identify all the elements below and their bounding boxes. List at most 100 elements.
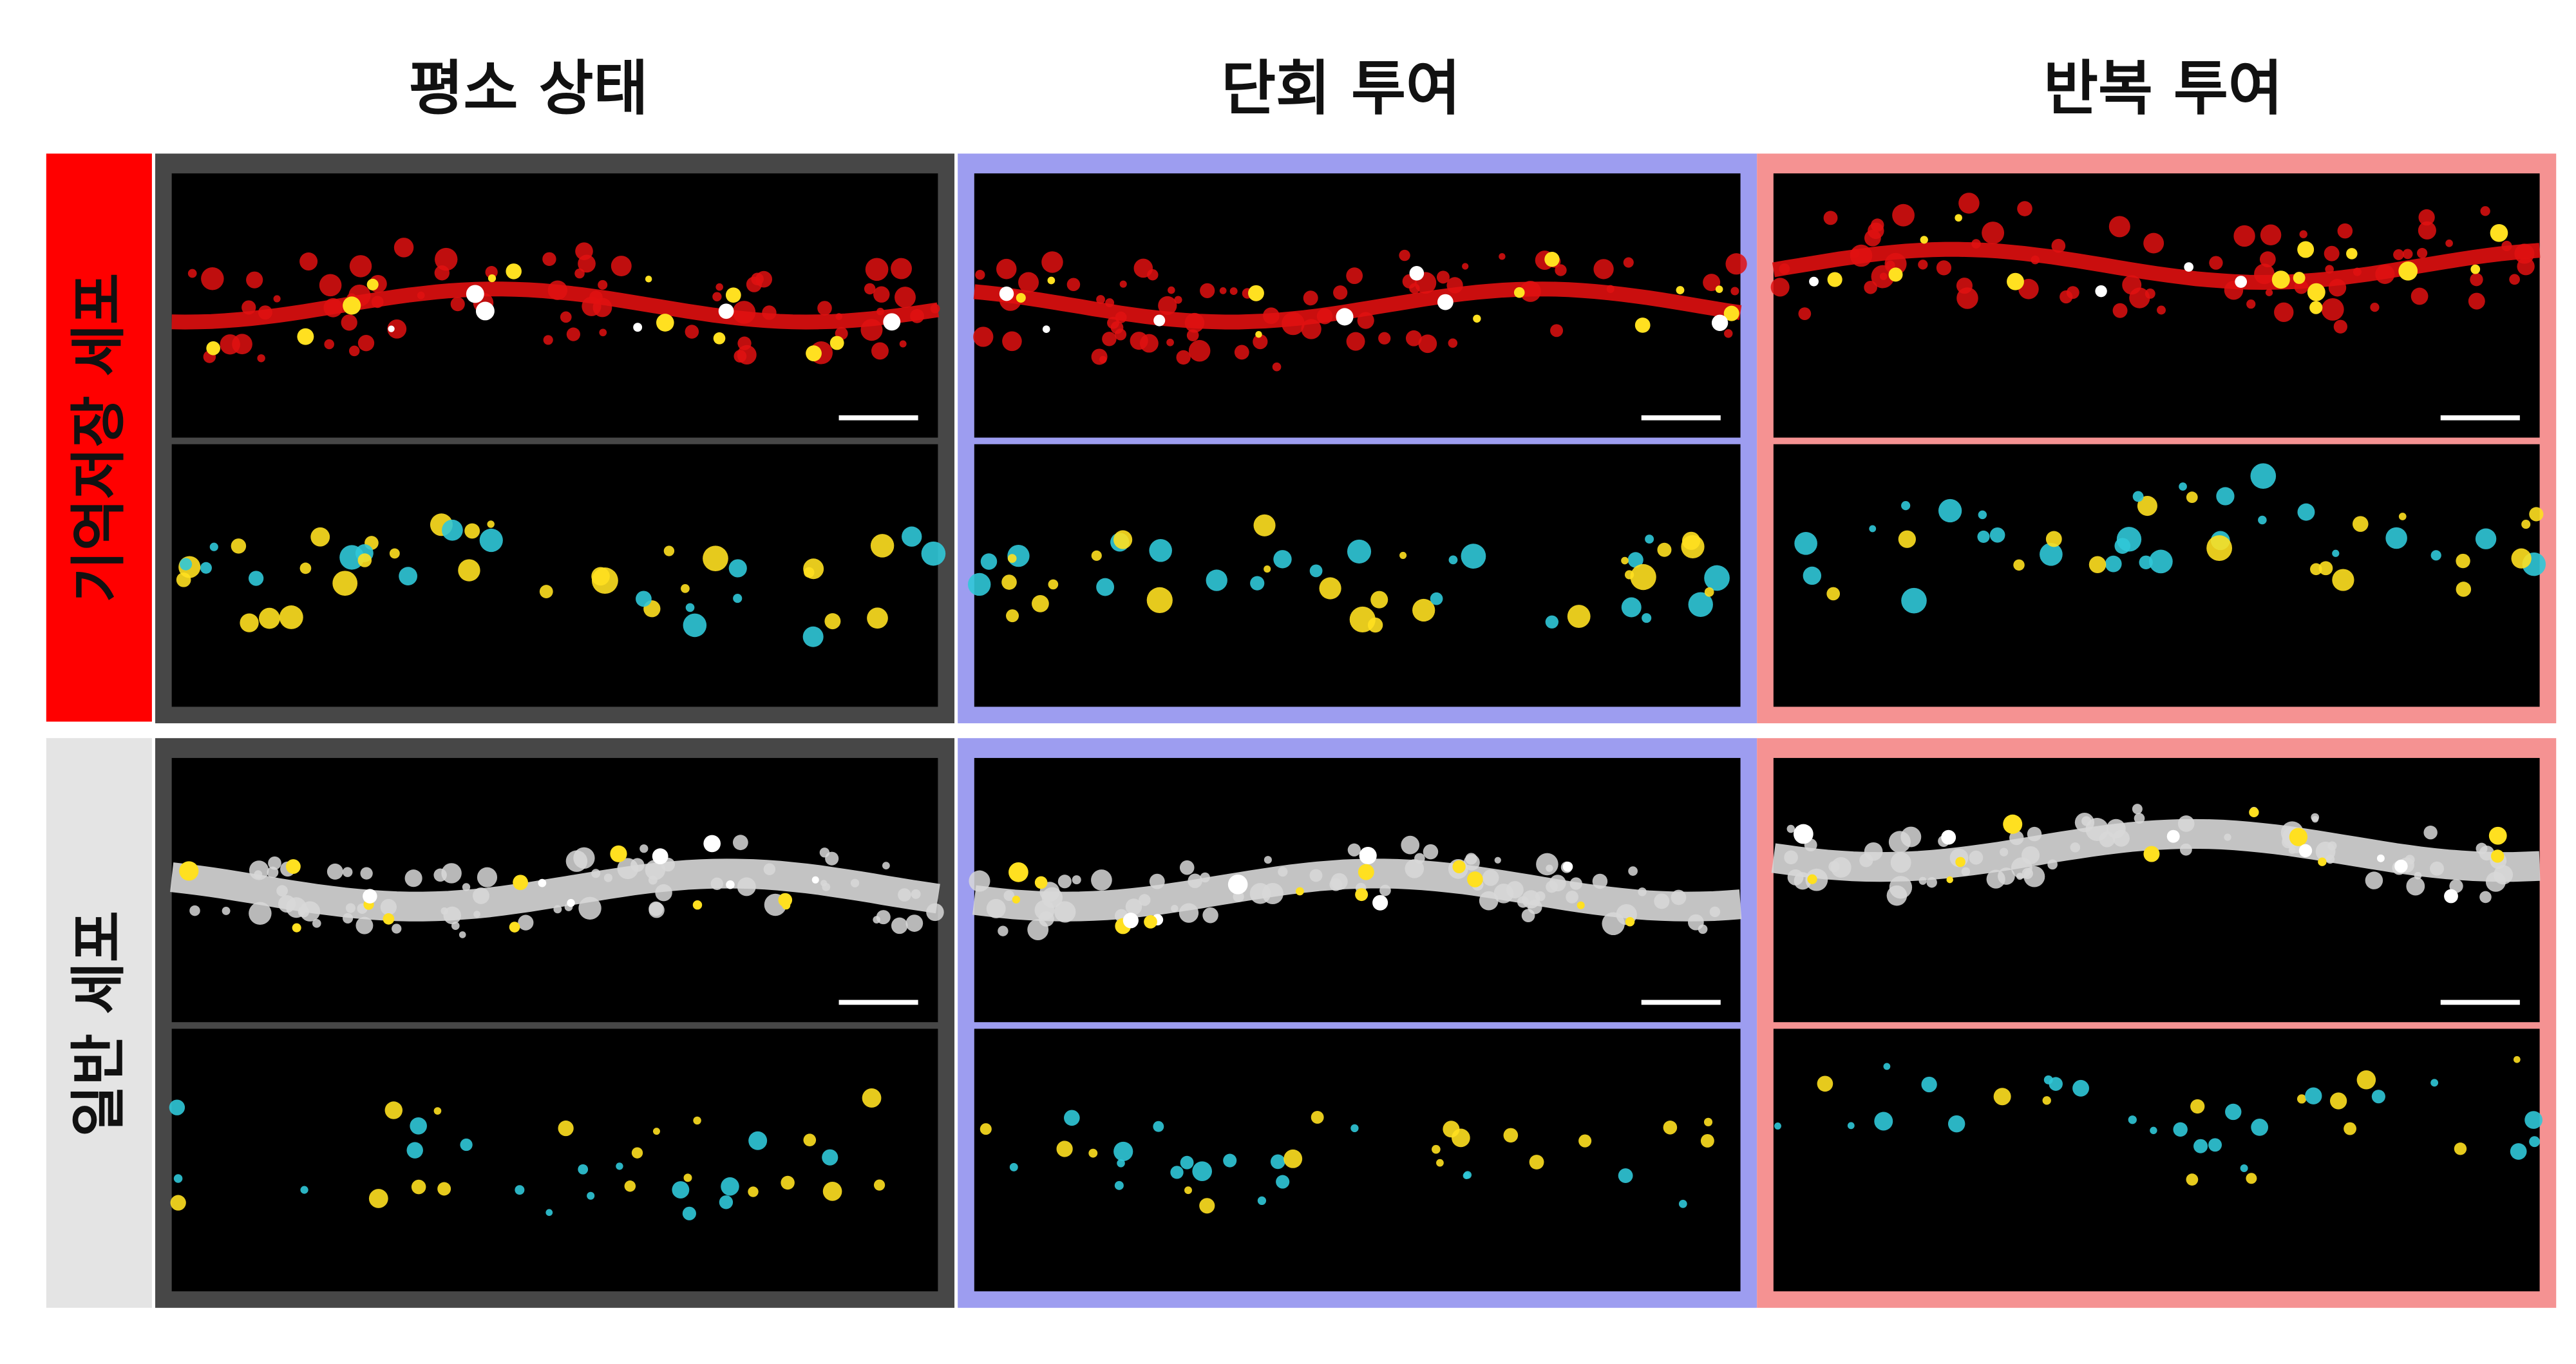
puncta bbox=[2297, 503, 2315, 521]
puncta bbox=[2394, 859, 2408, 873]
dendrite bbox=[973, 281, 1742, 330]
spine bbox=[324, 339, 334, 350]
puncta bbox=[2251, 1119, 2269, 1136]
spine bbox=[1264, 856, 1272, 864]
spine bbox=[1096, 295, 1105, 304]
column-header: 평소 상태 bbox=[409, 53, 649, 123]
spine bbox=[1418, 334, 1437, 354]
puncta bbox=[1993, 1088, 2011, 1106]
puncta bbox=[1347, 539, 1372, 564]
puncta bbox=[1827, 272, 1842, 287]
microscopy-image bbox=[974, 444, 1741, 707]
spine bbox=[1219, 287, 1227, 294]
spine bbox=[592, 298, 612, 317]
puncta bbox=[1978, 510, 1987, 520]
puncta bbox=[1350, 1124, 1359, 1133]
spine bbox=[2418, 209, 2435, 226]
spine bbox=[560, 311, 572, 323]
row-label: 기억저장 세포 bbox=[66, 273, 131, 602]
spine bbox=[1462, 263, 1469, 270]
puncta bbox=[2371, 1090, 2385, 1104]
spine bbox=[189, 905, 200, 916]
spine bbox=[1900, 826, 1922, 848]
puncta bbox=[867, 607, 888, 629]
spine bbox=[1423, 844, 1439, 860]
puncta bbox=[824, 613, 841, 630]
spine bbox=[2321, 298, 2344, 321]
puncta bbox=[2510, 1143, 2527, 1160]
spine bbox=[473, 887, 489, 904]
microscopy-image bbox=[171, 1028, 938, 1292]
puncta bbox=[1618, 1168, 1633, 1183]
spine bbox=[2209, 256, 2223, 270]
puncta bbox=[464, 523, 480, 539]
puncta bbox=[672, 1181, 690, 1198]
puncta bbox=[1688, 592, 1713, 617]
puncta bbox=[1883, 1063, 1891, 1070]
spine bbox=[1176, 350, 1191, 365]
spine bbox=[630, 858, 645, 872]
puncta bbox=[2003, 814, 2023, 834]
spine bbox=[276, 885, 288, 897]
puncta bbox=[384, 1101, 403, 1119]
puncta bbox=[1409, 266, 1425, 281]
puncta bbox=[460, 1138, 473, 1151]
spine bbox=[1066, 278, 1081, 292]
spine bbox=[1379, 884, 1391, 896]
spine bbox=[611, 256, 632, 276]
puncta bbox=[883, 313, 901, 331]
spine bbox=[1709, 906, 1721, 918]
spine bbox=[1401, 835, 1420, 855]
puncta bbox=[2049, 1077, 2063, 1091]
spine bbox=[1830, 857, 1852, 878]
spine bbox=[249, 902, 272, 925]
puncta bbox=[259, 607, 280, 629]
puncta bbox=[442, 519, 463, 541]
dendrite bbox=[972, 858, 1742, 922]
spine bbox=[273, 295, 281, 303]
puncta bbox=[2289, 828, 2308, 846]
spine bbox=[1186, 329, 1199, 341]
puncta bbox=[2297, 241, 2315, 258]
puncta bbox=[1170, 1166, 1184, 1179]
spine bbox=[2328, 279, 2347, 297]
spine bbox=[343, 913, 354, 924]
puncta bbox=[748, 1186, 759, 1197]
puncta bbox=[406, 1142, 423, 1159]
puncta bbox=[616, 1162, 623, 1170]
puncta bbox=[1621, 556, 1629, 565]
puncta bbox=[1295, 887, 1304, 896]
puncta bbox=[368, 1189, 388, 1208]
spine bbox=[1592, 873, 1608, 889]
puncta bbox=[206, 341, 220, 355]
spine bbox=[910, 308, 924, 323]
spine bbox=[2470, 272, 2483, 287]
spine bbox=[762, 305, 777, 320]
spine bbox=[1188, 873, 1202, 889]
puncta bbox=[1273, 550, 1292, 569]
puncta bbox=[748, 1131, 768, 1150]
spine bbox=[1091, 348, 1108, 365]
puncta bbox=[1467, 871, 1483, 887]
puncta bbox=[2137, 496, 2157, 516]
puncta bbox=[1117, 1159, 1125, 1168]
puncta bbox=[513, 875, 528, 891]
puncta bbox=[383, 913, 395, 925]
puncta bbox=[1206, 569, 1227, 591]
puncta bbox=[1319, 577, 1341, 600]
puncta bbox=[1803, 566, 1822, 585]
spine bbox=[2031, 255, 2040, 265]
puncta bbox=[2298, 844, 2313, 858]
spine bbox=[1956, 278, 1973, 294]
spine bbox=[2132, 804, 2143, 815]
puncta bbox=[2307, 283, 2325, 301]
spine bbox=[2099, 831, 2116, 848]
puncta bbox=[703, 545, 728, 572]
spine bbox=[547, 280, 568, 300]
spine bbox=[1546, 880, 1558, 893]
spine bbox=[477, 867, 498, 887]
puncta bbox=[285, 859, 301, 874]
puncta bbox=[2095, 285, 2107, 298]
spine bbox=[898, 888, 911, 902]
spine bbox=[201, 267, 224, 290]
